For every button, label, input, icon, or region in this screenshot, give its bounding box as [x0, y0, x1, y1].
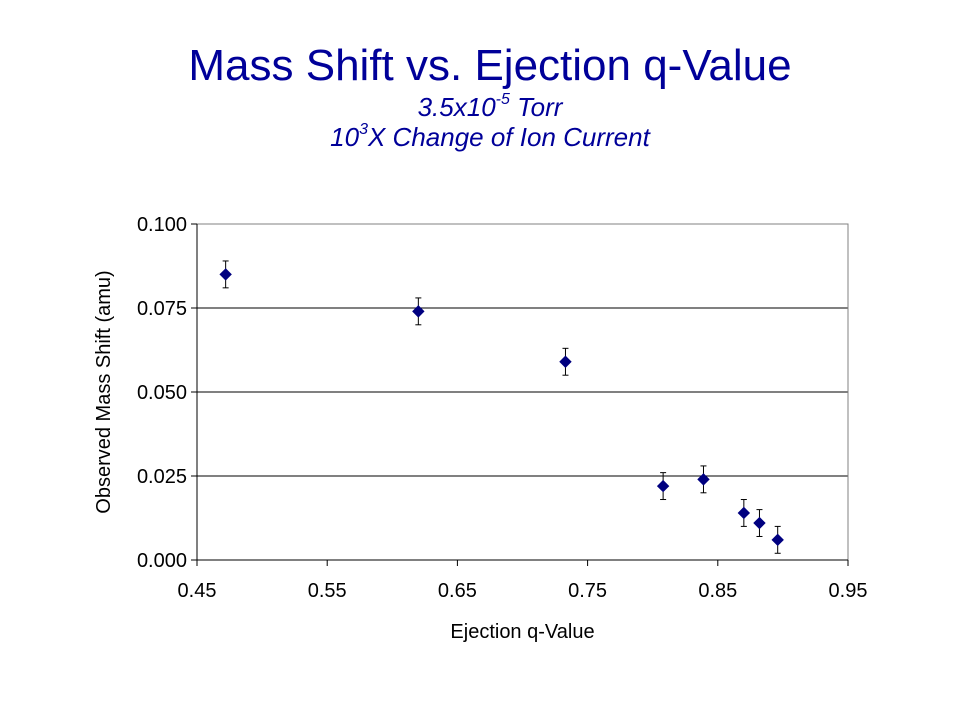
data-point — [656, 472, 670, 501]
subtitle-pressure-exponent: -5 — [495, 91, 510, 108]
chart-subtitle-pressure: 3.5x10-5 Torr — [0, 91, 960, 123]
data-points — [219, 260, 784, 554]
axes: 0.000 0.025 0.050 0.075 0.100 0.45 0.55 0.65 0.7… — [137, 214, 868, 602]
x-tick-label: 0.95 — [829, 580, 868, 602]
diamond-marker — [219, 268, 232, 281]
diamond-marker — [697, 473, 710, 486]
subtitle-pressure-unit: Torr — [509, 92, 563, 122]
y-tick-label: 0.100 — [137, 214, 187, 236]
data-point — [697, 465, 710, 494]
data-point — [737, 499, 751, 527]
subtitle-current-base: 10 — [330, 122, 360, 152]
y-axis-title: Observed Mass Shift (amu) — [93, 270, 115, 513]
diamond-marker — [656, 479, 670, 493]
x-axis-title: Ejection q-Value — [450, 621, 594, 643]
y-tick-label: 0.050 — [137, 382, 187, 404]
diamond-marker — [753, 516, 766, 530]
data-point — [412, 297, 425, 326]
data-point — [559, 347, 572, 376]
data-point — [771, 525, 784, 554]
chart-title: Mass Shift vs. Ejection q-Value — [188, 41, 792, 90]
diamond-marker — [737, 506, 751, 520]
subtitle-current-text: X Change of Ion Current — [367, 122, 650, 152]
subtitle-current-exponent: 3 — [359, 121, 368, 138]
y-tick-label: 0.000 — [137, 550, 187, 572]
title-block: Mass Shift vs. Ejection q-Value 3.5x10-5… — [0, 40, 960, 152]
diamond-marker — [559, 355, 572, 368]
diamond-marker — [771, 533, 784, 547]
x-tick-label: 0.65 — [438, 580, 477, 602]
y-tick-label: 0.025 — [137, 466, 187, 488]
gridlines — [197, 307, 848, 477]
y-tick-label: 0.075 — [137, 298, 187, 320]
data-point — [753, 509, 766, 537]
data-point — [219, 260, 232, 289]
x-tick-label: 0.75 — [568, 580, 607, 602]
x-tick-label: 0.55 — [308, 580, 347, 602]
x-tick-label: 0.85 — [698, 580, 737, 602]
diamond-marker — [412, 305, 425, 318]
chart-subtitle-current: 103X Change of Ion Current — [0, 121, 960, 153]
x-tick-label: 0.45 — [178, 580, 217, 602]
subtitle-pressure-base: 3.5x10 — [417, 92, 496, 122]
